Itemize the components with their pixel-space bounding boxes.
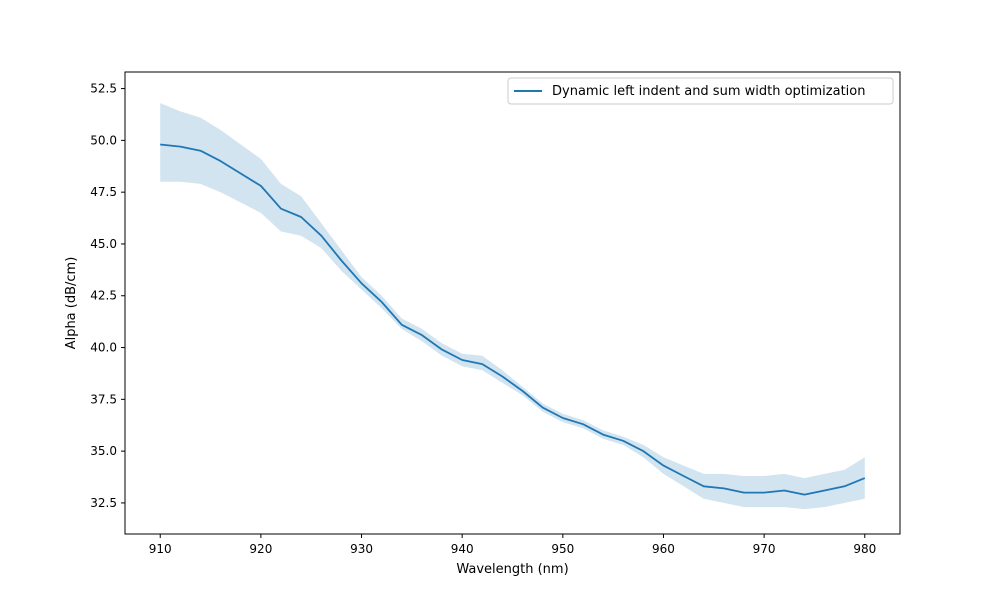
y-axis-ticks: 32.5 35.0 37.5 40.0 42.5 45.0 47.5 50.0 52.5 <box>90 82 125 510</box>
y-tick-label: 42.5 <box>90 289 117 303</box>
legend-box <box>507 77 894 105</box>
x-tick-label: 980 <box>853 542 876 556</box>
y-tick-label: 50.0 <box>90 133 117 147</box>
x-tick-label: 960 <box>652 542 675 556</box>
y-tick-label: 52.5 <box>90 82 117 96</box>
x-tick-label: 940 <box>451 542 474 556</box>
confidence-band-layer <box>160 103 865 510</box>
x-tick-label: 910 <box>149 542 172 556</box>
y-tick-label: 35.0 <box>90 444 117 458</box>
y-tick-label: 37.5 <box>90 392 117 406</box>
series-confidence-band <box>160 103 865 510</box>
series-line <box>160 143 866 496</box>
y-tick-label: 47.5 <box>90 185 117 199</box>
y-tick-label: 32.5 <box>90 496 117 510</box>
x-tick-label: 950 <box>551 542 574 556</box>
y-tick-label: 45.0 <box>90 237 117 251</box>
x-axis-title: Wavelength (nm) <box>456 562 568 577</box>
legend-label: Dynamic left indent and sum width optimi… <box>552 84 865 99</box>
x-tick-label: 970 <box>753 542 776 556</box>
x-tick-label: 920 <box>249 542 272 556</box>
x-tick-label: 930 <box>350 542 373 556</box>
y-tick-label: 40.0 <box>90 341 117 355</box>
y-axis-title: Alpha (dB/cm) <box>64 257 79 350</box>
series-line-layer <box>160 143 866 496</box>
plot-area-frame <box>124 71 901 535</box>
x-axis-ticks: 910 920 930 940 950 960 970 980 <box>149 534 876 556</box>
legend: Dynamic left indent and sum width optimi… <box>507 77 894 105</box>
